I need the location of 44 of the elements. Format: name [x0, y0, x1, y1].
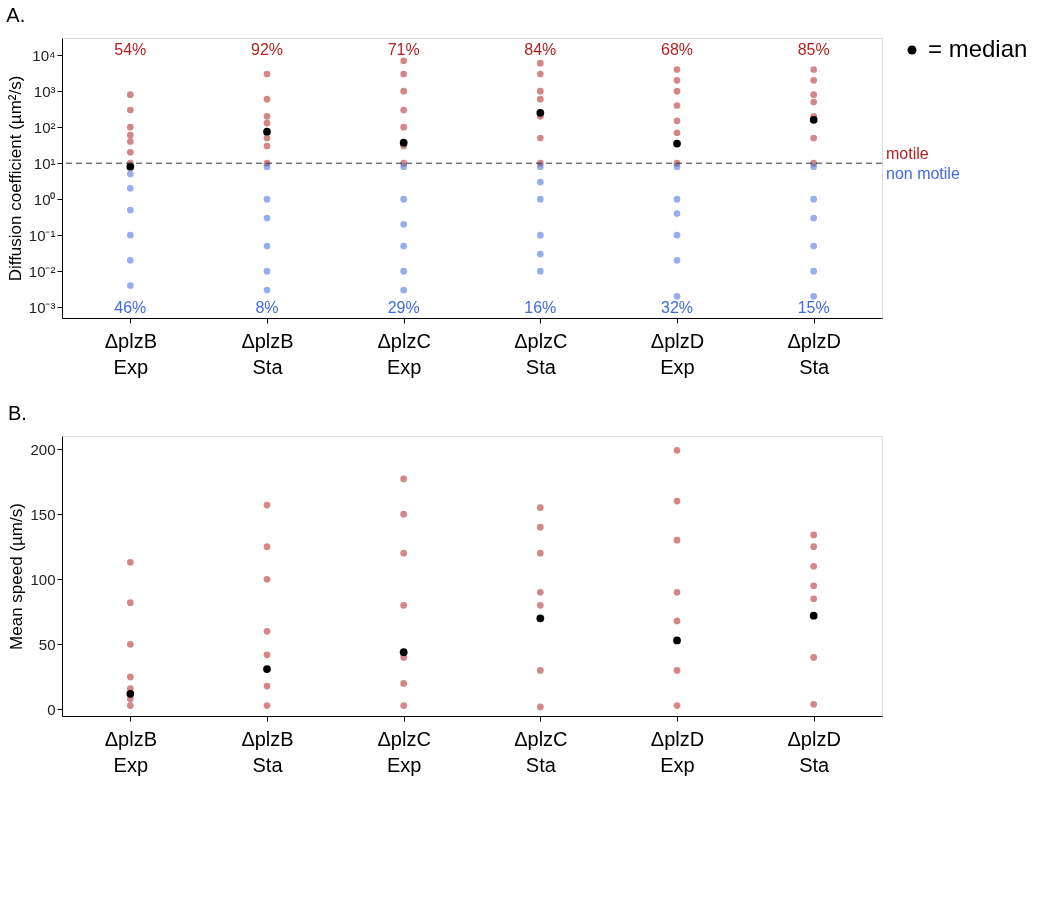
x-tick-label: ΔplzC Exp	[377, 727, 431, 776]
annotation: 32%	[660, 299, 694, 316]
y-axis-title: Diffusion coefficient (µm²/s)	[5, 75, 25, 282]
y-tick-label: 10⁻³	[28, 298, 56, 316]
annotation: 85%	[797, 41, 830, 58]
annotation: 29%	[387, 299, 420, 316]
text: motile	[886, 145, 929, 163]
x-tick-label: ΔplzB Exp	[104, 329, 157, 378]
x-tick-label: ΔplzD Sta	[787, 727, 841, 776]
y-tick-label: 10¹	[33, 154, 56, 172]
x-tick-label: ΔplzC Exp	[377, 329, 431, 378]
chart-title: A.	[6, 4, 26, 26]
annotation: 46%	[114, 299, 147, 316]
y-tick-label: 150	[30, 505, 56, 523]
y-tick-label: 10⁻²	[28, 262, 56, 280]
text: non motile	[886, 165, 960, 183]
y-tick-label: 10³	[33, 82, 56, 100]
annotation: 68%	[660, 41, 694, 58]
legend-label: = median	[928, 35, 1028, 62]
y-tick-label: 200	[30, 440, 56, 458]
annotation: 84%	[524, 41, 557, 58]
y-tick-label: 10⁻¹	[28, 226, 56, 244]
y-tick-label: 0	[47, 700, 56, 718]
y-tick-label: 10⁰	[33, 190, 56, 208]
y-tick-label: 50	[38, 635, 56, 653]
chart-title: B.	[7, 402, 27, 424]
annotation: 92%	[250, 41, 284, 58]
annotation: 15%	[797, 299, 830, 316]
annotation: 16%	[524, 299, 557, 316]
y-tick-label: 10⁴	[32, 46, 56, 64]
x-tick-label: ΔplzD Exp	[650, 329, 705, 378]
y-tick-label: 100	[30, 570, 56, 588]
annotation: 71%	[387, 41, 420, 58]
y-tick-label: 10²	[33, 118, 56, 136]
x-tick-label: ΔplzB Exp	[104, 727, 157, 776]
annotation: 54%	[114, 41, 147, 58]
y-axis-title: Mean speed (µm/s)	[7, 503, 27, 650]
x-tick-label: ΔplzD Sta	[787, 329, 841, 378]
x-tick-label: ΔplzC Sta	[514, 329, 568, 378]
annotation: 8%	[255, 299, 279, 316]
x-tick-label: ΔplzB Sta	[241, 329, 294, 378]
x-tick-label: ΔplzC Sta	[514, 727, 568, 776]
x-tick-label: ΔplzB Sta	[241, 727, 294, 776]
x-tick-label: ΔplzD Exp	[650, 727, 705, 776]
